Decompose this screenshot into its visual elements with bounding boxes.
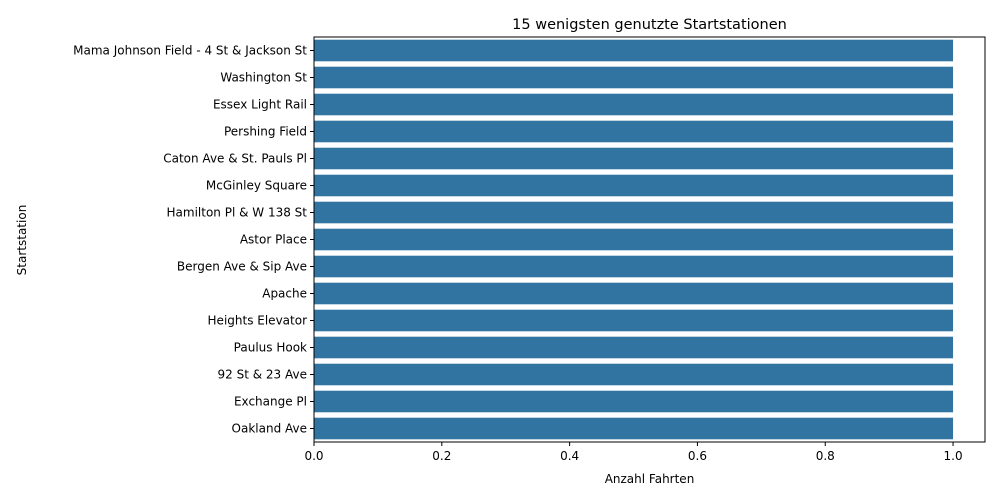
y-tick-label: Mama Johnson Field - 4 St & Jackson St [73,44,307,58]
y-tick-label: Hamilton Pl & W 138 St [167,206,308,220]
x-tick-label: 0.6 [688,449,707,463]
y-tick-label: Caton Ave & St. Pauls Pl [163,152,307,166]
bar [314,282,954,305]
x-tick-label: 0.4 [560,449,579,463]
y-tick-label: McGinley Square [206,179,307,193]
bar [314,174,954,197]
bar [314,363,954,386]
y-tick-label: Pershing Field [224,125,307,139]
y-axis-ticks: Mama Johnson Field - 4 St & Jackson St Wa… [73,44,314,436]
y-tick-label: 92 St & 23 Ave [218,368,307,382]
x-tick-label: 1.0 [944,449,963,463]
bar [314,336,954,359]
bar [314,147,954,170]
y-tick-label: Apache [262,287,307,301]
bar [314,417,954,440]
x-axis-label: Anzahl Fahrten [605,472,695,486]
chart-title: 15 wenigsten genutzte Startstationen [512,17,787,33]
bar [314,255,954,278]
bar [314,93,954,116]
y-axis-label: Startstation [15,205,29,276]
bar [314,228,954,251]
y-tick-label: Essex Light Rail [213,98,307,112]
x-tick-label: 0.2 [432,449,451,463]
bar [314,66,954,89]
x-tick-label: 0.0 [304,449,323,463]
axes-frame [313,36,986,443]
bar [314,390,954,413]
y-tick-label: Exchange Pl [234,395,307,409]
y-tick-label: Washington St [220,71,307,85]
bar [314,309,954,332]
x-tick-label: 0.8 [816,449,835,463]
x-axis-ticks: 0.0 0.2 0.4 0.6 0.8 1.0 [304,442,963,463]
bar [314,201,954,224]
plot-area-border [313,36,986,443]
bars-group [314,39,954,440]
bar [314,120,954,143]
bar [314,39,954,62]
y-tick-label: Oakland Ave [232,422,307,436]
y-tick-label: Heights Elevator [208,314,308,328]
y-tick-label: Paulus Hook [234,341,307,355]
y-tick-label: Bergen Ave & Sip Ave [177,260,307,274]
y-tick-label: Astor Place [240,233,307,247]
